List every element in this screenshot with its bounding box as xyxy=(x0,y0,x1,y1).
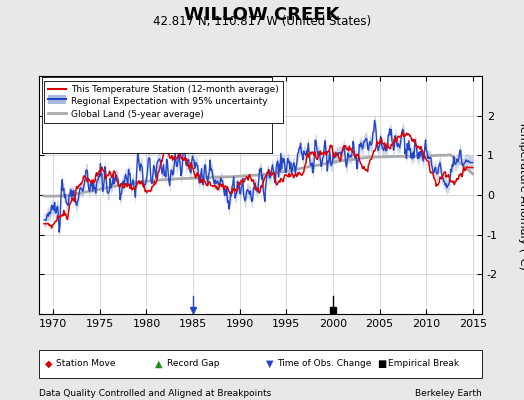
Text: 42.817 N, 110.817 W (United States): 42.817 N, 110.817 W (United States) xyxy=(153,15,371,28)
Text: ▲: ▲ xyxy=(155,359,163,369)
Text: Berkeley Earth: Berkeley Earth xyxy=(416,389,482,398)
Text: Empirical Break: Empirical Break xyxy=(388,360,459,368)
Text: Record Gap: Record Gap xyxy=(167,360,219,368)
Text: ■: ■ xyxy=(377,359,386,369)
Text: ◆: ◆ xyxy=(45,359,52,369)
Legend: This Temperature Station (12-month average), Regional Expectation with 95% uncer: This Temperature Station (12-month avera… xyxy=(44,80,283,123)
Text: Station Move: Station Move xyxy=(56,360,116,368)
Text: WILLOW CREEK: WILLOW CREEK xyxy=(184,6,340,24)
Text: Data Quality Controlled and Aligned at Breakpoints: Data Quality Controlled and Aligned at B… xyxy=(39,389,271,398)
Text: ▼: ▼ xyxy=(266,359,274,369)
Y-axis label: Temperature Anomaly (°C): Temperature Anomaly (°C) xyxy=(518,121,524,269)
Text: Time of Obs. Change: Time of Obs. Change xyxy=(278,360,372,368)
